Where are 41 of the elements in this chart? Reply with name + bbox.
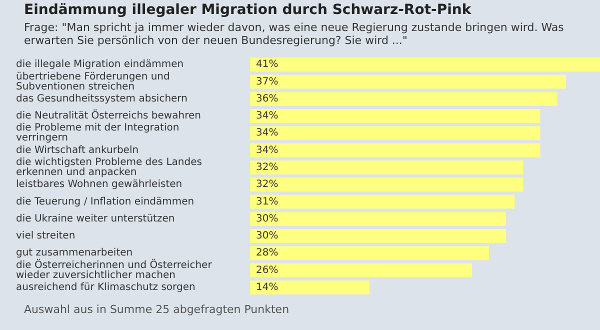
- bar: [250, 280, 370, 294]
- data-label: 34%: [256, 110, 278, 122]
- bar: [250, 92, 558, 106]
- y-tick-label: die Neutralität Österreichs bewahren: [16, 108, 201, 122]
- data-label: 36%: [256, 93, 278, 104]
- y-tick-label: leistbares Wohnen gewährleisten: [16, 179, 182, 190]
- y-tick-label: die Wirtschaft ankurbeln: [16, 144, 139, 156]
- data-label: 28%: [256, 248, 278, 259]
- y-tick-label: das Gesundheitssystem absichern: [16, 93, 188, 104]
- bar: [250, 58, 600, 72]
- data-label: 32%: [256, 162, 278, 174]
- data-label: 31%: [256, 196, 278, 208]
- chart-title: Eindämmung illegaler Migration durch Schwarz-Rot-Pink: [23, 1, 472, 18]
- bar: [250, 263, 472, 278]
- data-label: 14%: [256, 282, 278, 294]
- bar: [250, 160, 524, 174]
- chart-subtitle: Frage: "Man spricht ja immer wieder davon, was eine neue Regierung zustande bringen wird. Was erwarten Sie persönlich von der neuen Bundesregierung? Sie wird ...": [23, 20, 565, 47]
- data-label: 32%: [256, 179, 278, 190]
- bar: [250, 212, 506, 226]
- bar: [250, 178, 524, 192]
- y-tick-label: die Ukraine weiter unterstützen: [16, 213, 175, 224]
- bar: [250, 126, 540, 140]
- data-label: 30%: [256, 230, 278, 242]
- bar: [250, 143, 540, 158]
- data-label: 34%: [256, 144, 278, 156]
- y-tick-label: die illegale Migration eindämmen: [16, 59, 184, 70]
- y-tick-label: ausreichend für Klimaschutz sorgen: [16, 282, 196, 294]
- bar: [250, 74, 566, 89]
- data-label: 37%: [256, 76, 278, 88]
- data-label: 34%: [256, 128, 278, 139]
- y-tick-label: viel streiten: [16, 230, 76, 242]
- bar: [250, 246, 490, 260]
- data-label: 26%: [256, 264, 278, 276]
- bar: [250, 109, 540, 123]
- text: Auswahl aus in Summe 25 abgefragten Punkten: [23, 302, 290, 316]
- bar: [250, 229, 506, 243]
- data-label: 41%: [256, 59, 278, 70]
- bar: [250, 194, 515, 209]
- y-tick-label: die Teuerung / Inflation eindämmen: [16, 196, 194, 208]
- y-tick-label: gut zusammenarbeiten: [16, 248, 133, 259]
- data-label: 30%: [256, 213, 278, 224]
